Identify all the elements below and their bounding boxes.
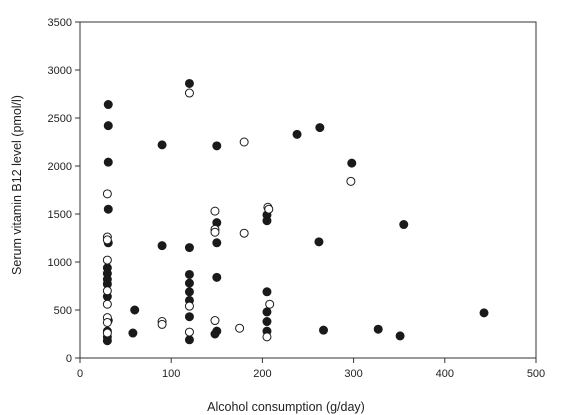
hollow-data-point xyxy=(184,88,194,98)
y-tick-label: 1000 xyxy=(48,257,72,269)
y-tick-label: 500 xyxy=(54,305,72,317)
x-axis-title: Alcohol consumption (g/day) xyxy=(207,400,365,414)
filled-data-point xyxy=(262,317,272,327)
filled-data-point xyxy=(184,278,194,288)
hollow-data-point xyxy=(157,319,167,329)
y-tick-label: 0 xyxy=(66,353,72,365)
filled-data-point xyxy=(347,158,357,168)
hollow-data-point xyxy=(210,316,220,326)
filled-data-point xyxy=(212,238,222,248)
filled-data-point xyxy=(184,243,194,253)
y-tick-label: 2500 xyxy=(48,113,72,125)
hollow-data-point xyxy=(210,227,220,237)
x-tick-label: 300 xyxy=(344,368,362,380)
filled-data-point xyxy=(184,287,194,297)
filled-data-point xyxy=(262,307,272,317)
y-tick-label: 2000 xyxy=(48,161,72,173)
filled-data-point xyxy=(157,241,167,251)
hollow-data-point xyxy=(235,323,245,333)
filled-data-point xyxy=(373,324,383,334)
filled-data-point xyxy=(210,329,220,339)
filled-data-point xyxy=(184,312,194,322)
filled-data-point xyxy=(128,328,138,338)
hollow-data-point xyxy=(210,206,220,216)
filled-data-point xyxy=(212,141,222,151)
plot-frame xyxy=(79,21,537,359)
hollow-data-point xyxy=(102,235,112,245)
hollow-data-point xyxy=(102,328,112,338)
filled-data-point xyxy=(103,121,113,131)
filled-data-point xyxy=(319,325,329,335)
data-points xyxy=(102,78,489,346)
hollow-data-point xyxy=(184,301,194,311)
filled-data-point xyxy=(184,269,194,279)
y-axis-title: Serum vitamin B12 level (pmol/l) xyxy=(10,95,24,275)
filled-data-point xyxy=(314,237,324,247)
hollow-data-point xyxy=(346,176,356,186)
hollow-data-point xyxy=(264,204,274,214)
hollow-data-point xyxy=(102,286,112,296)
filled-data-point xyxy=(130,305,140,315)
y-tick-label: 1500 xyxy=(48,209,72,221)
hollow-data-point xyxy=(102,255,112,265)
y-axis: 0 500 1000 1500 2000 2500 3000 3500 xyxy=(48,17,80,365)
filled-data-point xyxy=(103,204,113,214)
hollow-data-point xyxy=(102,317,112,327)
filled-data-point xyxy=(262,216,272,226)
y-tick-label: 3000 xyxy=(48,65,72,77)
filled-data-point xyxy=(262,287,272,297)
filled-data-point xyxy=(315,123,325,133)
x-tick-label: 500 xyxy=(527,368,545,380)
filled-data-point xyxy=(184,78,194,88)
x-tick-label: 200 xyxy=(253,368,271,380)
hollow-data-point xyxy=(262,332,272,342)
hollow-data-point xyxy=(265,299,275,309)
filled-data-point xyxy=(479,308,489,318)
hollow-data-point xyxy=(102,299,112,309)
hollow-data-point xyxy=(239,137,249,147)
filled-data-point xyxy=(399,220,409,230)
filled-data-point xyxy=(395,331,405,341)
y-tick-label: 3500 xyxy=(48,17,72,29)
filled-data-point xyxy=(103,157,113,167)
x-tick-label: 100 xyxy=(162,368,180,380)
plot-area xyxy=(79,21,537,359)
x-axis: 0 100 200 300 400 500 xyxy=(77,358,545,380)
x-tick-label: 400 xyxy=(436,368,454,380)
x-tick-label: 0 xyxy=(77,368,83,380)
filled-data-point xyxy=(292,129,302,139)
filled-data-point xyxy=(212,272,222,282)
hollow-data-point xyxy=(239,228,249,238)
filled-data-point xyxy=(157,140,167,150)
filled-data-point xyxy=(103,100,113,110)
filled-data-point xyxy=(184,335,194,345)
filled-data-point xyxy=(102,336,112,346)
hollow-data-point xyxy=(184,327,194,337)
hollow-data-point xyxy=(102,189,112,199)
